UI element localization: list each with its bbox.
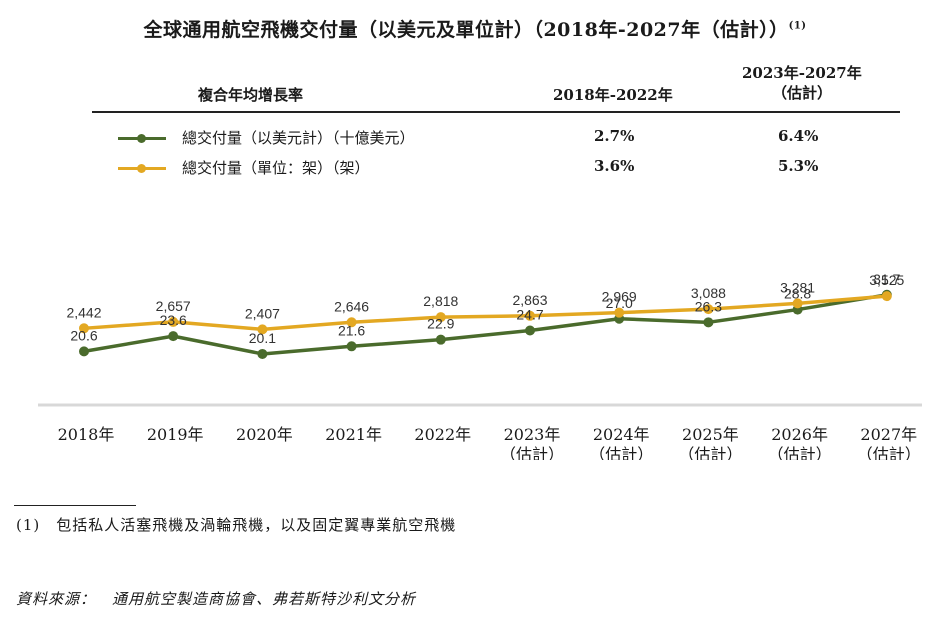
data-point-0-7 bbox=[703, 317, 714, 328]
x-tick-label-3: 2021年 bbox=[325, 425, 382, 444]
data-point-1-9 bbox=[881, 291, 892, 302]
data-label-0-5: 24.7 bbox=[516, 306, 543, 322]
data-point-0-2 bbox=[257, 348, 268, 359]
data-point-0-5 bbox=[525, 325, 535, 336]
x-tick-label-4: 2022年 bbox=[414, 425, 471, 444]
x-tick-sublabel-7: （估計） bbox=[678, 445, 742, 460]
data-label-0-7: 26.3 bbox=[695, 298, 722, 314]
title-footnote-mark: (1) bbox=[788, 20, 807, 32]
data-point-0-3 bbox=[346, 341, 357, 352]
data-label-0-0: 20.6 bbox=[70, 327, 97, 343]
x-tick-sublabel-8: （估計） bbox=[768, 445, 832, 460]
data-label-0-8: 28.8 bbox=[784, 286, 811, 302]
legend-swatch-value-dot bbox=[137, 134, 146, 143]
x-tick-label-2: 2020年 bbox=[236, 425, 293, 444]
data-label-1-9: 3,525 bbox=[869, 272, 904, 288]
data-point-0-0 bbox=[79, 346, 89, 357]
x-tick-label-8: 2026年 bbox=[771, 425, 828, 444]
data-label-1-7: 3,088 bbox=[691, 285, 726, 301]
data-label-1-0: 2,442 bbox=[66, 304, 101, 320]
data-point-1-7 bbox=[703, 304, 714, 315]
data-label-1-2: 2,407 bbox=[245, 305, 280, 321]
cagr-unit-2018-2022: 3.6% bbox=[594, 157, 635, 175]
x-tick-sublabel-6: （估計） bbox=[589, 445, 653, 460]
cagr-col2-header-line1: 2023年-2027年 bbox=[742, 64, 862, 82]
data-label-0-6: 27.0 bbox=[606, 295, 633, 311]
data-point-1-5 bbox=[525, 310, 535, 321]
x-tick-label-9: 2027年 bbox=[860, 425, 917, 444]
data-point-0-4 bbox=[435, 334, 446, 345]
data-point-1-8 bbox=[792, 298, 803, 309]
x-tick-label-6: 2024年 bbox=[593, 425, 650, 444]
cagr-value-2018-2022: 2.7% bbox=[594, 127, 635, 145]
data-label-1-6: 2,969 bbox=[602, 289, 637, 305]
data-label-1-1: 2,657 bbox=[156, 298, 191, 314]
cagr-label: 複合年均增長率 bbox=[198, 86, 304, 104]
data-label-0-3: 21.6 bbox=[338, 322, 365, 338]
data-label-1-4: 2,818 bbox=[423, 293, 458, 309]
x-tick-sublabel-5: （估計） bbox=[500, 445, 564, 460]
legend-swatch-unit-dot bbox=[137, 164, 146, 173]
data-point-1-1 bbox=[168, 316, 179, 327]
data-point-1-3 bbox=[346, 317, 357, 328]
footnote: (1) 包括私人活塞飛機及渦輪飛機，以及固定翼專業航空飛機 bbox=[16, 516, 457, 534]
legend-label-value: 總交付量（以美元計）（十億美元） bbox=[182, 129, 415, 147]
footnote-divider bbox=[14, 505, 136, 506]
data-label-1-8: 3,281 bbox=[780, 279, 815, 295]
legend-label-unit: 總交付量（單位：架）（架） bbox=[182, 159, 370, 177]
cagr-unit-2023-2027: 5.3% bbox=[778, 157, 819, 175]
data-label-0-2: 20.1 bbox=[249, 330, 276, 346]
data-point-0-1 bbox=[168, 331, 179, 342]
series-line-1 bbox=[83, 294, 887, 332]
x-tick-label-1: 2019年 bbox=[147, 425, 204, 444]
chart-title: 全球通用航空飛機交付量（以美元及單位計）（2018年-2027年（估計））(1) bbox=[0, 15, 950, 42]
data-label-1-5: 2,863 bbox=[512, 292, 547, 308]
data-label-0-1: 23.6 bbox=[160, 312, 187, 328]
x-tick-label-0: 2018年 bbox=[58, 425, 115, 444]
data-point-1-6 bbox=[614, 307, 625, 318]
x-tick-label-5: 2023年 bbox=[504, 425, 561, 444]
source-note: 資料來源： 通用航空製造商協會、弗若斯特沙利文分析 bbox=[16, 590, 417, 608]
cagr-col1-header: 2018年-2022年 bbox=[553, 86, 673, 104]
data-point-1-0 bbox=[79, 323, 89, 334]
data-label-0-4: 22.9 bbox=[427, 316, 454, 332]
x-tick-sublabel-9: （估計） bbox=[857, 445, 921, 460]
data-point-1-4 bbox=[435, 312, 446, 323]
chart-title-text: 全球通用航空飛機交付量（以美元及單位計）（2018年-2027年（估計）） bbox=[143, 19, 789, 41]
cagr-col2-header-line2: （估計） bbox=[772, 84, 833, 102]
series-line-0 bbox=[83, 293, 888, 356]
table-divider bbox=[92, 111, 900, 113]
x-tick-label-7: 2025年 bbox=[682, 425, 739, 444]
cagr-value-2023-2027: 6.4% bbox=[778, 127, 819, 145]
data-label-0-9: 31.7 bbox=[873, 271, 900, 287]
data-label-1-3: 2,646 bbox=[334, 298, 369, 314]
line-chart: 20.6 23.6 20.1 21.6 22.9 24.7 27.0 26.3 28.8 31.7… bbox=[38, 271, 922, 460]
data-point-1-2 bbox=[257, 324, 268, 335]
